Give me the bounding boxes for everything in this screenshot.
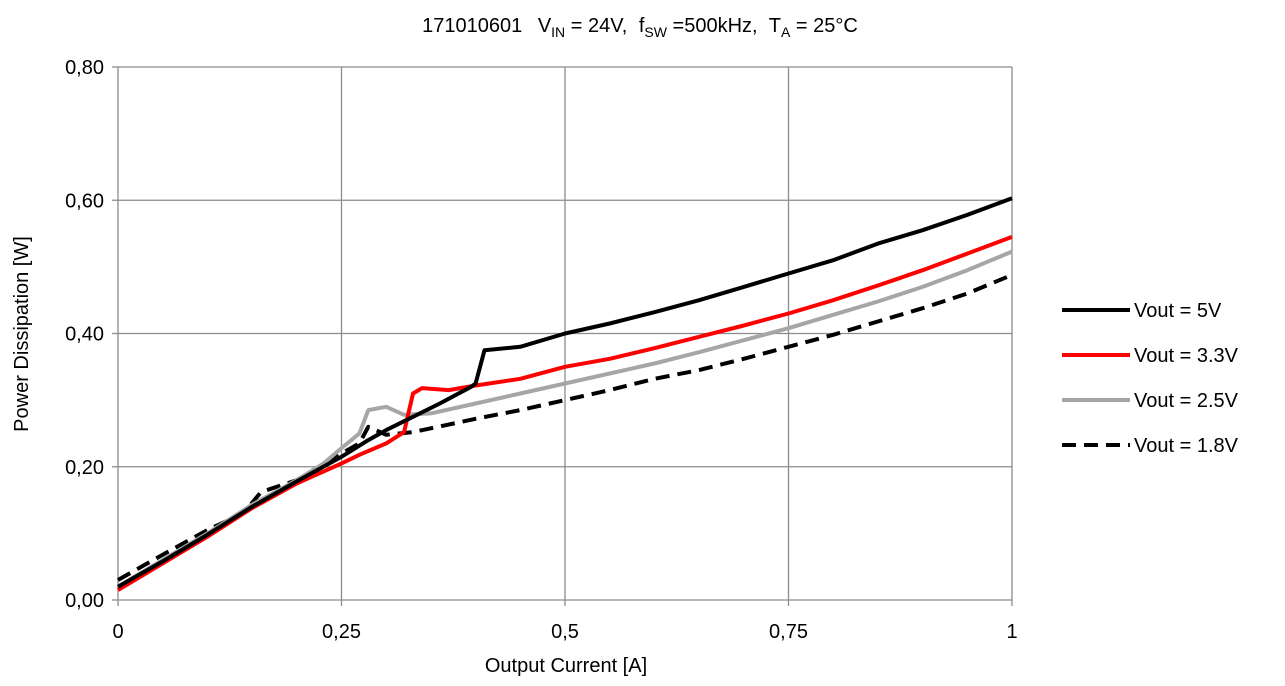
chart-title: 171010601 VIN = 24V, fSW =500kHz, TA = 2…: [422, 15, 858, 40]
y-tick-label: 0,00: [65, 590, 104, 612]
title-ta-label: T: [769, 15, 781, 37]
title-fsw-label: f: [639, 15, 645, 37]
legend: Vout = 5V Vout = 3.3V Vout = 2.5V Vout = 1.…: [1062, 300, 1239, 457]
title-ta-value: = 25°C: [790, 15, 857, 37]
y-tick-label: 0,60: [65, 190, 104, 212]
x-tick-label: 0,25: [322, 621, 361, 643]
series-line: [117, 273, 1013, 582]
x-tick-labels: 0 0,25 0,5 0,75 1: [112, 621, 1017, 643]
legend-label: Vout = 1.8V: [1134, 435, 1239, 457]
y-axis-title: Power Dissipation [W]: [11, 236, 33, 432]
x-tick-label: 0,75: [769, 621, 808, 643]
axes: [112, 66, 1013, 606]
legend-label: Vout = 5V: [1134, 300, 1222, 322]
title-ta-sub: A: [781, 24, 791, 40]
y-tick-label: 0,80: [65, 57, 104, 79]
legend-label: Vout = 3.3V: [1134, 345, 1239, 367]
y-tick-label: 0,40: [65, 324, 104, 346]
title-vin-label: V: [538, 15, 552, 37]
series-line: [117, 196, 1013, 589]
title-fsw-sub: SW: [644, 24, 667, 40]
title-part-id: 171010601: [422, 15, 522, 37]
y-tick-labels: 0,00 0,20 0,40 0,60 0,80: [65, 57, 104, 612]
x-axis-title: Output Current [A]: [485, 655, 647, 677]
x-tick-label: 0: [112, 621, 123, 643]
title-vin-value: = 24V,: [565, 15, 627, 37]
x-tick-label: 0,5: [551, 621, 579, 643]
y-tick-label: 0,20: [65, 457, 104, 479]
x-tick-label: 1: [1006, 621, 1017, 643]
title-fsw-value: =500kHz,: [667, 15, 758, 37]
title-vin-sub: IN: [551, 24, 565, 40]
legend-label: Vout = 2.5V: [1134, 390, 1239, 412]
series-lines: [116, 196, 1013, 592]
